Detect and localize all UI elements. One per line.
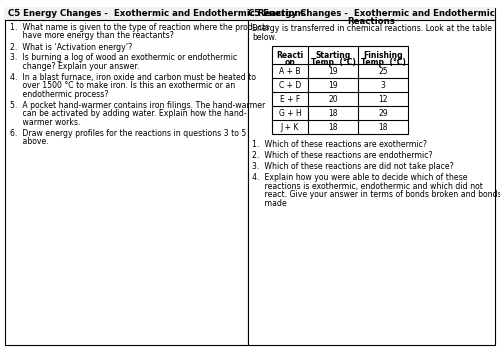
Text: Finishing: Finishing <box>363 51 403 60</box>
Text: Energy is transferred in chemical reactions. Look at the table: Energy is transferred in chemical reacti… <box>252 24 492 33</box>
Text: 1.  Which of these reactions are exothermic?: 1. Which of these reactions are exotherm… <box>252 140 427 149</box>
Text: endothermic process?: endothermic process? <box>10 90 108 99</box>
Text: can be activated by adding water. Explain how the hand-: can be activated by adding water. Explai… <box>10 109 246 119</box>
Text: 25: 25 <box>378 66 388 76</box>
Text: E + F: E + F <box>280 95 300 103</box>
Text: 29: 29 <box>378 108 388 118</box>
Text: 3: 3 <box>380 80 386 90</box>
Text: 3.  Is burning a log of wood an exothermic or endothermic: 3. Is burning a log of wood an exothermi… <box>10 54 237 62</box>
Bar <box>248 8 495 345</box>
Text: Starting: Starting <box>316 51 350 60</box>
Text: react. Give your answer in terms of bonds broken and bonds: react. Give your answer in terms of bond… <box>252 190 500 199</box>
Text: 18: 18 <box>328 122 338 132</box>
Text: 2.  Which of these reactions are endothermic?: 2. Which of these reactions are endother… <box>252 151 432 160</box>
Text: on: on <box>284 58 296 67</box>
Bar <box>5 8 248 20</box>
Text: Temp. (°C): Temp. (°C) <box>310 58 356 67</box>
Text: 20: 20 <box>328 95 338 103</box>
Bar <box>248 8 495 20</box>
Text: above.: above. <box>10 138 49 146</box>
Bar <box>272 46 408 134</box>
Text: 1.  What name is given to the type of reaction where the products: 1. What name is given to the type of rea… <box>10 23 269 32</box>
Bar <box>5 8 248 345</box>
Text: 2.  What is ‘Activation energy’?: 2. What is ‘Activation energy’? <box>10 42 132 52</box>
Text: Temp. (°C): Temp. (°C) <box>360 58 406 67</box>
Text: reactions is exothermic, endothermic and which did not: reactions is exothermic, endothermic and… <box>252 181 483 191</box>
Text: 4.  In a blast furnace, iron oxide and carbon must be heated to: 4. In a blast furnace, iron oxide and ca… <box>10 73 256 82</box>
Text: G + H: G + H <box>278 108 301 118</box>
Text: 5.  A pocket hand-warmer contains iron filings. The hand-warmer: 5. A pocket hand-warmer contains iron fi… <box>10 101 265 110</box>
Text: warmer works.: warmer works. <box>10 118 80 127</box>
Text: 12: 12 <box>378 95 388 103</box>
Text: Reacti: Reacti <box>276 51 303 60</box>
Text: made: made <box>252 198 287 208</box>
Text: A + B: A + B <box>279 66 301 76</box>
Text: change? Explain your answer.: change? Explain your answer. <box>10 62 140 71</box>
Text: 4.  Explain how you were able to decide which of these: 4. Explain how you were able to decide w… <box>252 173 468 182</box>
Text: J + K: J + K <box>281 122 299 132</box>
Text: 6.  Draw energy profiles for the reactions in questions 3 to 5: 6. Draw energy profiles for the reaction… <box>10 129 246 138</box>
Text: 18: 18 <box>328 108 338 118</box>
Text: C5 Energy Changes -  Exothermic and Endothermic: C5 Energy Changes - Exothermic and Endot… <box>248 9 495 18</box>
Text: over 1500 °C to make iron. Is this an exothermic or an: over 1500 °C to make iron. Is this an ex… <box>10 82 235 90</box>
Text: C + D: C + D <box>279 80 301 90</box>
Text: 19: 19 <box>328 66 338 76</box>
Text: below.: below. <box>252 32 276 42</box>
Text: 19: 19 <box>328 80 338 90</box>
Text: have more energy than the reactants?: have more energy than the reactants? <box>10 31 174 41</box>
Text: 18: 18 <box>378 122 388 132</box>
Text: 3.  Which of these reactions are did not take place?: 3. Which of these reactions are did not … <box>252 162 454 171</box>
Text: Reactions: Reactions <box>348 17 396 26</box>
Text: C5 Energy Changes -  Exothermic and Endothermic Reactions: C5 Energy Changes - Exothermic and Endot… <box>8 9 306 18</box>
